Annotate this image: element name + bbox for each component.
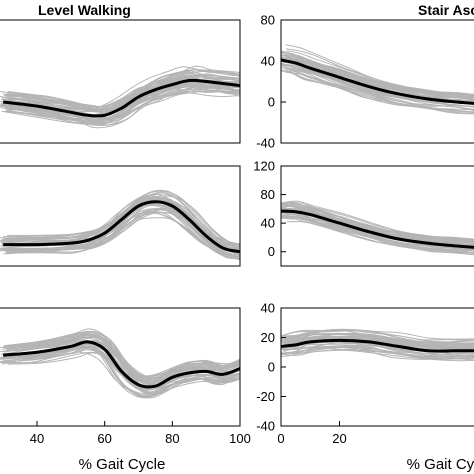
- trial-trace: [5, 83, 240, 121]
- trial-trace: [284, 207, 474, 246]
- trial-trace: [281, 201, 474, 245]
- y-tick-label: 0: [268, 244, 275, 259]
- trial-trace: [4, 349, 240, 391]
- trial-trace: [6, 211, 240, 260]
- axes-box: [280, 307, 474, 427]
- mean-trace: [3, 78, 240, 118]
- x-tick-label: 20: [332, 431, 346, 446]
- trial-trace: [0, 211, 236, 256]
- y-tick-label: 40: [261, 54, 275, 69]
- y-tick-label: 0: [268, 360, 275, 375]
- trial-trace: [281, 50, 474, 98]
- y-tick-label: -40: [256, 136, 275, 151]
- panel-5-traces: [0, 328, 240, 399]
- trial-trace: [285, 64, 474, 105]
- trial-trace: [3, 334, 240, 378]
- mean-trace: [3, 200, 240, 254]
- mean-trace: [281, 338, 474, 353]
- y-tick-label: -20: [256, 389, 275, 404]
- x-tick-label: 60: [97, 431, 111, 446]
- panel-1: [0, 19, 241, 144]
- trial-trace: [281, 70, 474, 108]
- x-tick-label: 40: [30, 431, 44, 446]
- trial-trace: [281, 345, 474, 359]
- trial-trace: [284, 204, 474, 246]
- y-tick-label: 40: [261, 301, 275, 316]
- trial-trace: [284, 60, 474, 102]
- trial-trace: [281, 329, 474, 344]
- trial-trace: [281, 205, 474, 244]
- trial-trace: [9, 330, 240, 381]
- title-stair-ascent: Stair Asc: [418, 2, 474, 18]
- panel-6-traces: [281, 328, 474, 362]
- panel-1-traces: [0, 65, 240, 129]
- y-tick-label: 80: [261, 13, 275, 28]
- axes-box: [0, 307, 241, 427]
- panel-2-traces: [281, 44, 474, 115]
- trial-trace: [282, 344, 474, 357]
- mean-trace: [3, 340, 240, 389]
- y-tick-label: 80: [261, 187, 275, 202]
- trial-trace: [1, 201, 239, 259]
- trial-trace: [6, 75, 240, 109]
- axes-box: [0, 165, 241, 267]
- trial-trace: [281, 66, 474, 114]
- y-tick-label: 20: [261, 330, 275, 345]
- y-tick-label: 0: [268, 95, 275, 110]
- x-tick-label: 100: [229, 431, 251, 446]
- trial-trace: [281, 54, 474, 98]
- y-tick-label: 40: [261, 216, 275, 231]
- y-tick-label: 120: [253, 159, 275, 174]
- trial-trace: [9, 78, 240, 119]
- mean-trace: [281, 58, 474, 105]
- trial-trace: [9, 89, 240, 129]
- mean-trace: [281, 209, 474, 249]
- panel-2: 80 40 0 -40: [256, 13, 474, 151]
- trial-trace: [3, 84, 240, 122]
- xlabel-left: % Gait Cycle: [79, 456, 166, 473]
- trial-trace: [281, 336, 474, 348]
- trial-trace: [285, 349, 474, 362]
- xlabel-right: % Gait Cycle: [407, 456, 474, 473]
- panel-3-traces: [0, 189, 240, 261]
- trial-trace: [286, 221, 474, 254]
- trial-trace: [285, 333, 474, 348]
- x-tick-label: 0: [277, 431, 284, 446]
- title-level-walking: Level Walking: [38, 2, 131, 18]
- trial-trace: [282, 337, 474, 351]
- y-tick-label: -40: [256, 419, 275, 434]
- panel-4-traces: [281, 200, 474, 256]
- panel-4: 120 80 40 0: [253, 159, 474, 267]
- trial-trace: [2, 196, 240, 251]
- trial-trace: [8, 69, 240, 110]
- panel-5: 40 60 80 100: [0, 307, 251, 446]
- trial-trace: [1, 92, 239, 125]
- trial-trace: [4, 334, 240, 382]
- axes-box: [280, 19, 474, 144]
- axes-box: [280, 165, 474, 267]
- axes-box: [0, 19, 241, 144]
- trial-trace: [284, 328, 474, 340]
- trial-trace: [285, 44, 474, 97]
- trial-trace: [3, 332, 240, 382]
- trial-trace: [3, 339, 240, 379]
- x-tick-label: 80: [165, 431, 179, 446]
- panel-3: [0, 165, 241, 267]
